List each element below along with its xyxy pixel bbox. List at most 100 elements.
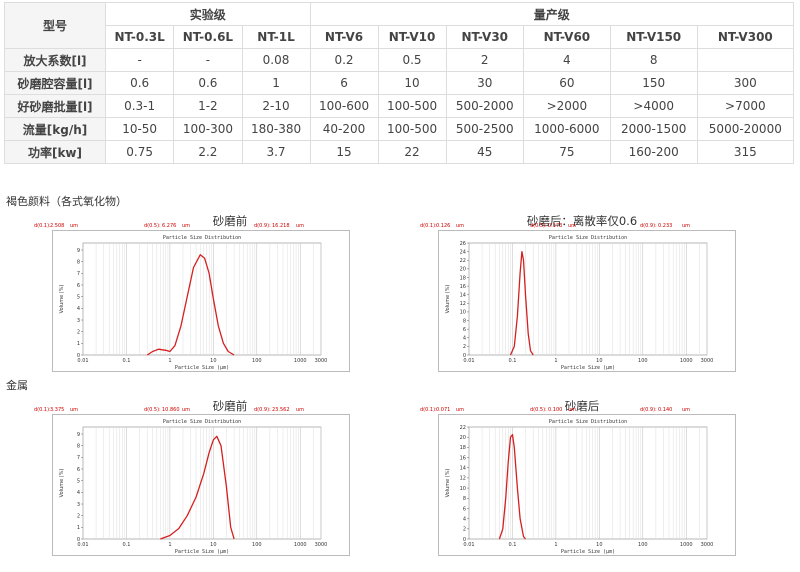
inner-title: Particle Size Distribution [549, 419, 627, 425]
d-value-label: um [70, 407, 79, 413]
inner-title: Particle Size Distribution [163, 235, 241, 241]
d-value-label: 6.276 [162, 223, 177, 229]
y-tick-label: 1 [77, 525, 80, 531]
y-tick-label: 0 [463, 353, 466, 359]
y-tick-label: 2 [463, 527, 466, 533]
x-tick-label: 1000 [680, 358, 693, 364]
inner-title: Particle Size Distribution [163, 419, 241, 425]
d-value-label: d(0.1): [34, 407, 51, 413]
table-cell: 0.3-1 [104, 94, 175, 118]
table-cell: 45 [445, 140, 524, 164]
chart-title: 砂磨后 [564, 399, 600, 413]
y-tick-label: 7 [77, 455, 80, 461]
x-tick-label: 100 [252, 542, 262, 548]
model-header: NT-V300 [696, 25, 795, 49]
y-tick-label: 14 [460, 466, 466, 472]
group-prod: 量产级 [309, 2, 795, 26]
table-cell: - [173, 48, 243, 72]
table-cell: 75 [522, 140, 611, 164]
group-lab: 实验级 [105, 2, 311, 26]
table-cell: 100-500 [377, 117, 447, 141]
d-values-row: d(0.1): 0.071 um d(0.5): 0.100 um d(0.9): 0.140… [420, 407, 752, 414]
table-cell: 0.6 [173, 71, 243, 95]
y-tick-label: 16 [460, 284, 466, 290]
x-tick-label: 3000 [701, 542, 714, 548]
y-tick-label: 24 [460, 249, 466, 255]
y-tick-label: 2 [463, 344, 466, 350]
d-value-label: um [296, 407, 305, 413]
table-cell: 1000-6000 [522, 117, 611, 141]
x-tick-label: 10 [596, 542, 602, 548]
model-header: NT-V150 [609, 25, 698, 49]
chart-svg: Particle Size Distribution 0 1 2 3 4 5 6 7 8 9 0.01… [59, 235, 327, 371]
y-tick-label: 9 [77, 432, 80, 438]
d-value-label: d(0.9): [254, 407, 271, 413]
d-value-label: 16.218 [272, 223, 290, 229]
table-cell: 150 [609, 71, 698, 95]
y-tick-label: 2 [77, 513, 80, 519]
y-tick-label: 9 [77, 248, 80, 254]
x-tick-label: 0.1 [122, 358, 130, 364]
table-cell: 500-2500 [445, 117, 524, 141]
x-tick-label: 0.1 [508, 358, 516, 364]
d-value-label: 0.140 [658, 407, 673, 413]
spec-table: 型号 实验级 量产级 NT-0.3L NT-0.6L NT-1L NT-V6 NT-V1… [4, 2, 795, 164]
x-axis-label: Particle Size (μm) [175, 365, 229, 371]
table-cell: 2.2 [173, 140, 243, 164]
y-tick-label: 4 [463, 336, 466, 342]
table-cell: 100-300 [173, 117, 243, 141]
x-tick-label: 0.01 [463, 542, 474, 548]
x-tick-label: 100 [252, 358, 262, 364]
row-label: 功率[kw] [4, 140, 106, 164]
distribution-line [146, 254, 235, 356]
x-tick-label: 3000 [315, 542, 328, 548]
d-value-label: um [456, 223, 465, 229]
table-row: 流量[kg/h] 10-50 100-300 180-380 40-200 100-500… [4, 117, 795, 141]
table-cell: 300 [696, 71, 795, 95]
y-tick-label: 0 [77, 353, 80, 359]
x-tick-label: 10 [596, 358, 602, 364]
x-tick-label: 10 [210, 542, 216, 548]
x-tick-label: 1 [168, 358, 171, 364]
table-cell: 1 [241, 71, 311, 95]
table-row: 放大系数[l] - -0.08 0.2 0.5 2 4 8 [4, 48, 795, 72]
y-tick-label: 6 [463, 327, 466, 333]
model-header: NT-V10 [377, 25, 447, 49]
y-tick-label: 4 [77, 306, 80, 312]
chart-svg: Particle Size Distribution 0 2 4 6 8 10 12 14 16 1… [445, 419, 714, 555]
y-tick-label: 8 [77, 443, 80, 449]
d-value-label: 10.860 [162, 407, 180, 413]
d-value-label: d(0.5): [530, 407, 547, 413]
y-tick-label: 10 [460, 310, 466, 316]
distribution-line [160, 435, 235, 540]
y-tick-label: 12 [460, 476, 466, 482]
table-row: 好砂磨批量[l] 0.3-1 1-2 2-10 100-600 100-500 500-20… [4, 94, 795, 118]
y-tick-label: 6 [77, 283, 80, 289]
table-cell: 100-600 [309, 94, 379, 118]
table-cell: 315 [696, 140, 795, 164]
model-header: NT-0.3L [104, 25, 175, 49]
d-value-label: um [568, 407, 577, 413]
table-cell: 6 [309, 71, 379, 95]
d-value-label: d(0.5): [530, 223, 547, 229]
section-metal-label: 金属 [6, 379, 28, 392]
d-value-label: 3.375 [50, 407, 65, 413]
y-axis-label: Volume (%) [445, 469, 451, 498]
d-value-label: um [682, 223, 691, 229]
table-cell: 22 [377, 140, 447, 164]
y-tick-label: 8 [463, 318, 466, 324]
row-label: 放大系数[l] [4, 48, 106, 72]
table-cell: 2-10 [241, 94, 311, 118]
d-values-row: d(0.1): 2.508 um d(0.5): 6.276 um d(0.9): 16.21… [34, 223, 366, 230]
inner-title: Particle Size Distribution [549, 235, 627, 241]
y-tick-label: 4 [463, 516, 466, 522]
x-tick-label: 1000 [680, 542, 693, 548]
d-value-label: d(0.9): [640, 407, 657, 413]
y-tick-label: 1 [77, 341, 80, 347]
d-value-label: d(0.1): [420, 407, 437, 413]
d-value-label: d(0.9): [640, 223, 657, 229]
plot-frame [468, 426, 708, 540]
x-tick-label: 1000 [294, 358, 307, 364]
d-value-label: um [70, 223, 79, 229]
d-values-row: d(0.1): 3.375 um d(0.5): 10.860 um d(0.9): 23.5… [34, 407, 366, 414]
